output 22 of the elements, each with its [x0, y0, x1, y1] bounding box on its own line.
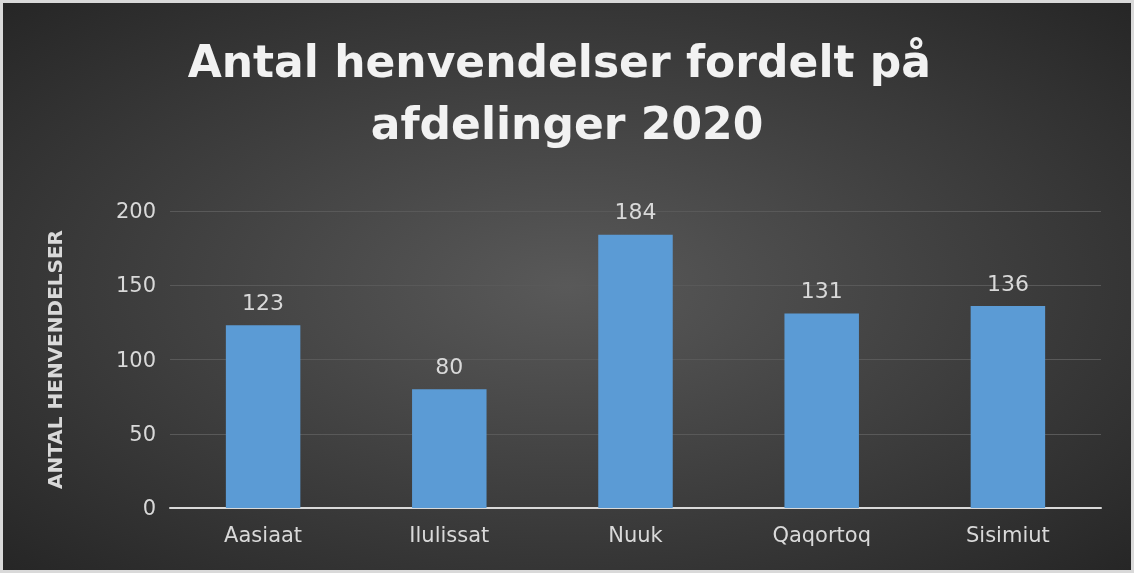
- bar: [784, 313, 859, 508]
- chart-title: Antal henvendelser fordelt på afdelinger 2020: [187, 35, 947, 149]
- y-tick-label: 200: [115, 199, 156, 223]
- y-tick-label: 150: [115, 273, 156, 298]
- data-label: 131: [800, 277, 843, 303]
- bar: [225, 325, 301, 508]
- y-tick-label: 0: [142, 496, 156, 520]
- x-tick-label: Ilulissat: [409, 522, 490, 547]
- data-label: 184: [614, 199, 657, 225]
- y-axis-title: ANTAL HENVENDELSER: [43, 230, 67, 489]
- x-tick-label: Qaqortoq: [772, 522, 872, 547]
- data-label: 123: [242, 289, 285, 315]
- bar: [970, 306, 1046, 508]
- data-label: 80: [435, 353, 464, 379]
- bar: [598, 234, 673, 508]
- x-tick-label: Sisimiut: [966, 522, 1050, 547]
- data-label: 136: [986, 270, 1029, 296]
- bar: [412, 389, 487, 508]
- x-tick-label: Nuuk: [608, 522, 664, 547]
- x-tick-label: Aasiaat: [224, 522, 303, 547]
- y-tick-label: 50: [129, 421, 156, 446]
- y-tick-label: 100: [115, 347, 156, 372]
